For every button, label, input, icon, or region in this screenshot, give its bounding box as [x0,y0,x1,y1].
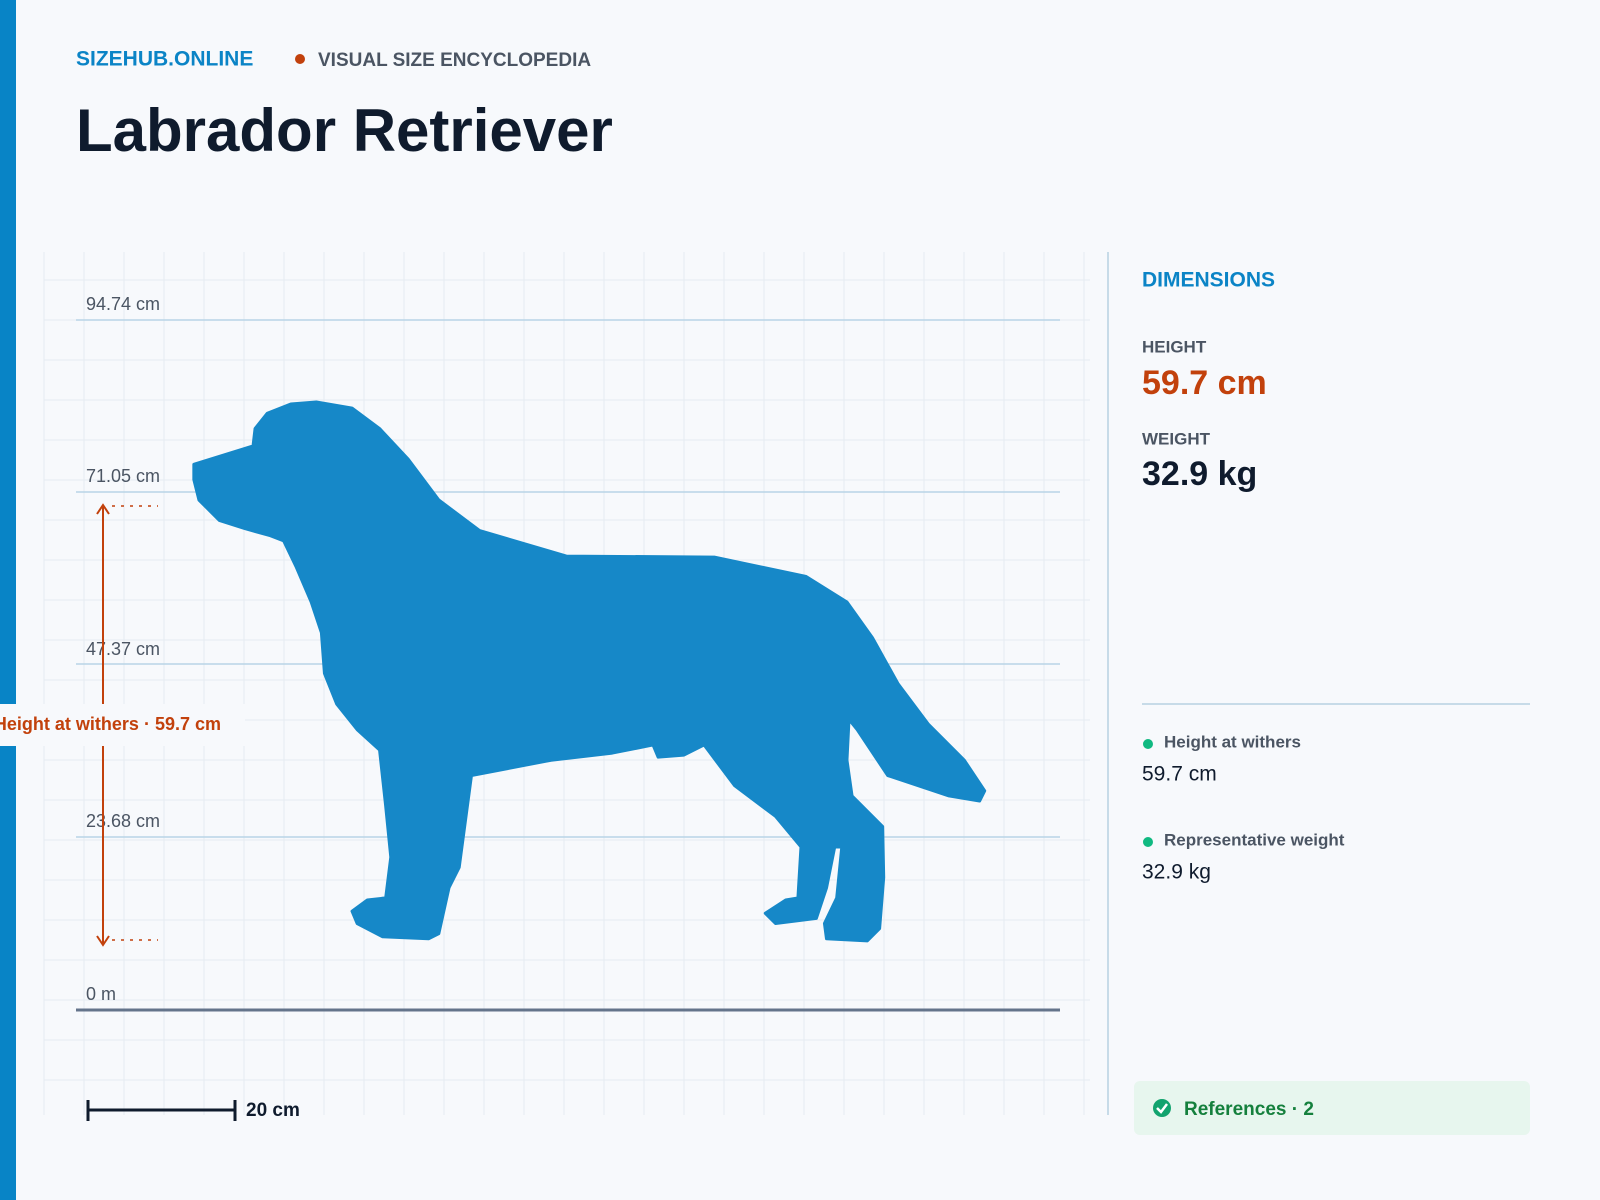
brand: SIZEHUB.ONLINE [76,48,253,71]
stat-label: WEIGHT [1142,429,1211,448]
references-link[interactable]: References · 2 [1184,1099,1314,1120]
tagline: VISUAL SIZE ENCYCLOPEDIA [318,50,591,71]
references-box[interactable] [1134,1081,1530,1135]
fact-bullet [1143,837,1153,847]
fact-value: 59.7 cm [1142,763,1217,786]
size-label: 0 m [86,984,116,1004]
stat-label: HEIGHT [1142,337,1207,356]
size-label: 23.68 cm [86,811,160,831]
dog-silhouette [192,400,987,943]
fact-label: Height at withers [1164,732,1301,751]
size-label: 94.74 cm [86,294,160,314]
separator-dot [295,54,305,64]
height-annotation: Height at withers · 59.7 cm [0,714,221,734]
panel-heading: DIMENSIONS [1142,269,1275,292]
scale-bar [86,1100,237,1121]
check-icon [1153,1099,1171,1117]
scale-bar-label: 20 cm [246,1100,300,1121]
accent-bar [0,0,16,1200]
annotation-box [0,704,245,746]
fact-label: Representative weight [1164,830,1345,849]
size-label: 71.05 cm [86,466,160,486]
stat-value: 59.7 cm [1142,364,1267,402]
arrow-head [96,503,110,515]
size-label: 47.37 cm [86,639,160,659]
fact-bullet [1143,739,1153,749]
silhouette [192,400,987,943]
arrow-head [96,935,110,947]
page-title: Labrador Retriever [76,97,613,164]
fact-value: 32.9 kg [1142,861,1211,884]
check-mark [1156,1103,1168,1114]
stat-value: 32.9 kg [1142,455,1257,493]
